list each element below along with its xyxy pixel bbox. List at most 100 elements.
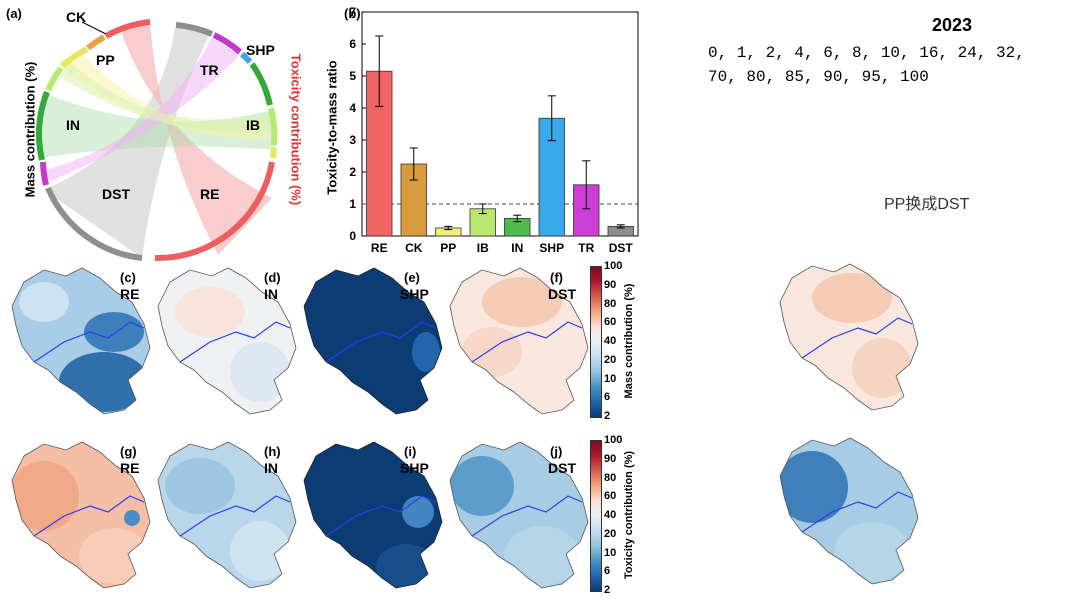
- arc-tr-left: [40, 161, 49, 186]
- arc-dst-right: [175, 22, 214, 37]
- colorbar-tick-label: 90: [604, 452, 617, 465]
- arc-pp-right: [270, 147, 277, 159]
- sector-label-dst: DST: [102, 186, 130, 202]
- y-tick-label: 0: [349, 229, 356, 243]
- map-h: (h) IN: [150, 436, 298, 594]
- chord-diagram: [36, 19, 278, 262]
- arc-re: [154, 161, 275, 262]
- extra-map-top-svg: [779, 263, 919, 411]
- bar-chart: 0 1 2 3 4 5 6 7 RE CK PP IB IN SHP TR DST: [349, 5, 639, 255]
- arc-ib: [268, 107, 278, 146]
- ribbon-in: [40, 92, 276, 158]
- ribbon-re: [120, 20, 272, 255]
- colorbar-tick-label: 60: [604, 490, 617, 503]
- map-g-svg: [11, 441, 151, 589]
- colorbar-tick-label: 20: [604, 527, 617, 540]
- y-tick-label: 1: [349, 197, 356, 211]
- colorbar-tick-label: 40: [604, 509, 617, 521]
- map-d-svg: [157, 267, 297, 415]
- y-tick-label: 5: [349, 69, 356, 83]
- ribbon-tr: [40, 38, 240, 185]
- x-tick-label: IB: [477, 241, 489, 255]
- mass-colorbar-ticks: 100 90 80 60 40 20 10 6 2: [604, 260, 628, 422]
- arc-shp: [239, 51, 253, 65]
- colorbar-tick-label: 10: [604, 546, 617, 559]
- map-e-name: SHP: [400, 286, 429, 302]
- x-tick-label: RE: [371, 241, 388, 255]
- arc-pp: [60, 46, 89, 69]
- arc-tr: [212, 32, 242, 55]
- map-c-svg: [11, 267, 151, 415]
- map-c-name: RE: [120, 286, 140, 302]
- levels-line-1: 0, 1, 2, 4, 6, 8, 10, 16, 24, 32,: [708, 44, 1025, 62]
- y-tick-label: 2: [349, 165, 356, 179]
- map-j-name: DST: [548, 460, 576, 476]
- bar-ylabel: Toxicity-to-mass ratio: [324, 60, 340, 195]
- bar-shp: [538, 117, 565, 237]
- sector-label-ck: CK: [66, 9, 87, 25]
- map-f-name: DST: [548, 286, 576, 302]
- y-tick-label: 3: [349, 133, 356, 147]
- x-tick-label: PP: [440, 241, 456, 255]
- colorbar-tick-label: 100: [604, 260, 623, 272]
- toxicity-axis-label: Toxicity contribution (%): [288, 53, 304, 206]
- sector-label-in: IN: [66, 117, 80, 133]
- map-d: (d) IN: [150, 262, 298, 420]
- y-tick-label: 6: [349, 37, 356, 51]
- arc-re-top: [104, 19, 151, 39]
- colorbar-tick-label: 6: [604, 391, 611, 404]
- map-i-name: SHP: [400, 460, 429, 476]
- map-j: (j) DST: [442, 436, 590, 594]
- arc-ib-left: [45, 66, 64, 92]
- colorbar-tick-label: 80: [604, 471, 617, 484]
- arc-dst: [45, 186, 143, 261]
- ck-leader-line: [81, 21, 107, 35]
- map-c-letter: (c): [120, 270, 136, 285]
- map-e: (e) SHP: [296, 262, 444, 420]
- sector-label-pp: PP: [96, 52, 115, 68]
- colorbar-tick-label: 6: [604, 565, 611, 578]
- levels-line-2: 70, 80, 85, 90, 95, 100: [708, 68, 929, 86]
- map-c: (c) RE: [4, 262, 152, 420]
- x-tick-label: CK: [405, 241, 423, 255]
- map-g-name: RE: [120, 460, 140, 476]
- map-j-letter: (j): [550, 444, 563, 459]
- arc-in-right: [249, 62, 273, 106]
- colorbar-tick-label: 60: [604, 316, 617, 329]
- extra-map-top: [772, 258, 920, 416]
- map-g: (g) RE: [4, 436, 152, 594]
- panel-b: 0 1 2 3 4 5 6 7 RE CK PP IB IN SHP TR DST (b) Toxicity-…: [322, 0, 642, 265]
- colorbar-tick-label: 20: [604, 353, 617, 366]
- ribbon-ib: [58, 62, 275, 133]
- sector-label-shp: SHP: [246, 42, 275, 58]
- y-tick-label: 7: [349, 5, 356, 19]
- map-f-svg: [449, 267, 589, 415]
- sector-label-re: RE: [200, 186, 220, 202]
- map-j-svg: [449, 441, 589, 589]
- colorbar-tick-label: 40: [604, 335, 617, 347]
- map-f-letter: (f): [550, 270, 563, 285]
- colorbar-tick-label: 10: [604, 372, 617, 385]
- plot-frame: [361, 11, 639, 237]
- x-tick-label: SHP: [539, 241, 564, 255]
- toxicity-colorbar-label: Toxicity contribution (%): [623, 450, 635, 580]
- panel-b-label: (b): [344, 6, 361, 21]
- mass-colorbar: 100 90 80 60 40 20 10 6 2 Mass contribution (%): [588, 260, 658, 426]
- panel-a-label: (a): [6, 6, 22, 21]
- toxicity-colorbar-gradient: [590, 440, 602, 592]
- mass-colorbar-gradient: [590, 266, 602, 418]
- y-tick-label: 4: [349, 101, 356, 115]
- x-tick-label: IN: [511, 241, 523, 255]
- x-tick-label: TR: [578, 241, 594, 255]
- sector-label-tr: TR: [200, 62, 219, 78]
- sector-label-ib: IB: [246, 117, 260, 133]
- colorbar-tick-label: 2: [604, 584, 611, 596]
- map-i-letter: (i): [404, 444, 417, 459]
- map-e-letter: (e): [404, 270, 420, 285]
- colorbar-tick-label: 2: [604, 410, 611, 422]
- extra-map-bottom: [772, 432, 920, 590]
- toxicity-colorbar-ticks: 100 90 80 60 40 20 10 6 2: [604, 434, 628, 596]
- map-e-svg: [303, 267, 443, 415]
- extra-map-bottom-svg: [779, 437, 919, 585]
- year-title: 2023: [932, 15, 973, 35]
